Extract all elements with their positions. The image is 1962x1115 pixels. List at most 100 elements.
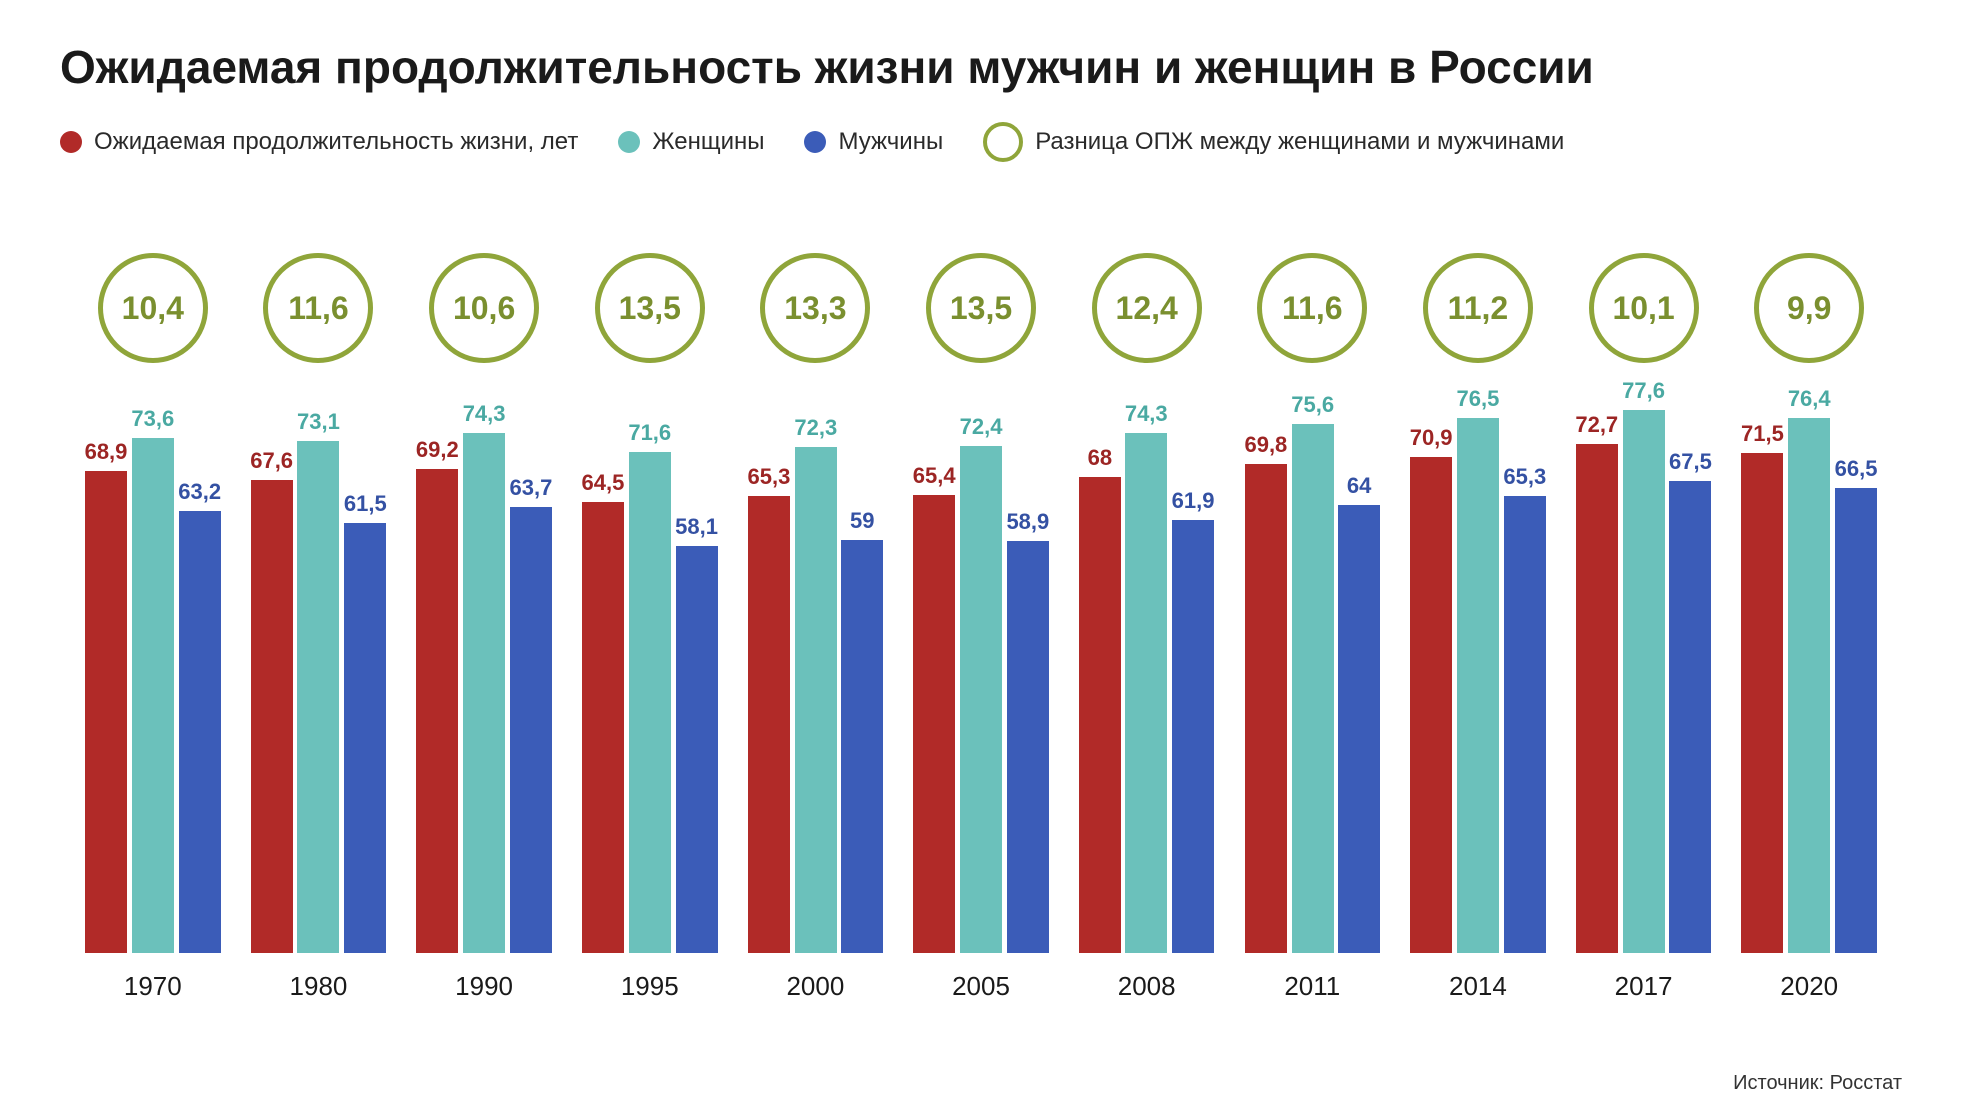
bar-men-label: 63,7 — [510, 475, 553, 501]
bar-men-wrap: 61,9 — [1172, 488, 1215, 953]
bar-men-wrap: 64 — [1338, 473, 1380, 953]
bar-women-wrap: 72,3 — [794, 415, 837, 953]
bar-total-label: 72,7 — [1575, 412, 1618, 438]
bar-women-wrap: 73,1 — [297, 409, 340, 953]
bar-women-label: 73,1 — [297, 409, 340, 435]
bar-men-wrap: 67,5 — [1669, 449, 1712, 954]
bar-total — [748, 496, 790, 953]
bar-women — [960, 446, 1002, 953]
year-group: 10,468,973,663,21970 — [70, 253, 236, 1002]
bar-total-label: 65,4 — [913, 463, 956, 489]
year-label: 2005 — [952, 971, 1010, 1002]
legend-item-women: Женщины — [618, 128, 764, 156]
bar-men-label: 58,9 — [1006, 509, 1049, 535]
bar-women-wrap: 76,5 — [1457, 386, 1500, 954]
year-group: 11,669,875,6642011 — [1229, 253, 1395, 1002]
gap-badge: 10,1 — [1589, 253, 1699, 363]
bar-women-label: 74,3 — [463, 401, 506, 427]
bar-men-label: 58,1 — [675, 514, 718, 540]
bar-total-label: 65,3 — [748, 464, 791, 490]
bar-women-wrap: 73,6 — [131, 406, 174, 953]
bar-men-wrap: 58,9 — [1006, 509, 1049, 953]
bar-women — [1623, 410, 1665, 953]
bar-men — [1007, 541, 1049, 953]
bar-total-wrap: 64,5 — [582, 470, 625, 954]
year-label: 1995 — [621, 971, 679, 1002]
bar-men — [344, 523, 386, 954]
bar-triplet: 64,571,658,1 — [582, 393, 718, 953]
bar-triplet: 68,973,663,2 — [85, 393, 221, 953]
year-label: 1990 — [455, 971, 513, 1002]
legend-label-total: Ожидаемая продолжительность жизни, лет — [94, 128, 578, 156]
bar-total — [1741, 453, 1783, 954]
bar-men-wrap: 63,2 — [178, 479, 221, 953]
bar-men-label: 65,3 — [1503, 464, 1546, 490]
bar-women-label: 75,6 — [1291, 392, 1334, 418]
bar-triplet: 65,472,4 58,9 — [913, 393, 1049, 953]
bar-men-wrap: 66,5 — [1835, 456, 1878, 954]
bar-total-label: 64,5 — [582, 470, 625, 496]
bar-men — [510, 507, 552, 953]
year-group: 13,5 65,472,4 58,9 2005 — [898, 253, 1064, 1002]
source-credit: Источник: Росстат — [1733, 1072, 1902, 1095]
bar-total — [913, 495, 955, 953]
year-group: 11,270,976,565,32014 — [1395, 253, 1561, 1002]
bar-total-wrap: 65,4 — [913, 463, 956, 953]
bar-women — [463, 433, 505, 953]
bar-total-wrap: 72,7 — [1575, 412, 1618, 953]
legend-label-women: Женщины — [652, 128, 764, 156]
bar-total-label: 67,6 — [250, 448, 293, 474]
bar-total-label: 71,5 — [1741, 421, 1784, 447]
legend: Ожидаемая продолжительность жизни, лет Ж… — [60, 122, 1902, 162]
legend-label-gap: Разница ОПЖ между женщинами и мужчинами — [1035, 128, 1564, 156]
year-label: 1970 — [124, 971, 182, 1002]
gap-badge: 11,6 — [263, 253, 373, 363]
bar-men-label: 63,2 — [178, 479, 221, 505]
bar-women-label: 72,4 — [960, 414, 1003, 440]
bar-women-label: 76,5 — [1457, 386, 1500, 412]
year-group: 13,5 64,571,658,1 1995 — [567, 253, 733, 1002]
gap-badge: 13,5 — [926, 253, 1036, 363]
bar-women — [1457, 418, 1499, 954]
bar-women-label: 76,4 — [1788, 386, 1831, 412]
bar-women-wrap: 72,4 — [960, 414, 1003, 953]
bar-women-wrap: 77,6 — [1622, 378, 1665, 953]
bar-men-wrap: 63,7 — [510, 475, 553, 953]
year-label: 2008 — [1118, 971, 1176, 1002]
bar-total — [1245, 464, 1287, 953]
bar-women-label: 77,6 — [1622, 378, 1665, 404]
bar-men-wrap: 58,1 — [675, 514, 718, 953]
gap-badge: 13,5 — [595, 253, 705, 363]
bar-triplet: 69,875,6 64 — [1244, 393, 1380, 953]
year-label: 1980 — [290, 971, 348, 1002]
bar-total-wrap: 69,8 — [1244, 432, 1287, 953]
gap-badge: 13,3 — [760, 253, 870, 363]
bar-triplet: 6874,361,9 — [1079, 393, 1215, 953]
bar-men — [1338, 505, 1380, 953]
bar-total-label: 68 — [1088, 445, 1112, 471]
bar-total-wrap: 67,6 — [250, 448, 293, 953]
bar-women-wrap: 71,6 — [628, 420, 671, 953]
bar-triplet: 69,274,3 63,7 — [416, 393, 552, 953]
bar-women — [629, 452, 671, 953]
bar-total-label: 69,2 — [416, 437, 459, 463]
year-label: 2000 — [786, 971, 844, 1002]
bar-total-wrap: 70,9 — [1410, 425, 1453, 953]
bar-total-wrap: 68,9 — [85, 439, 128, 953]
bar-women-wrap: 75,6 — [1291, 392, 1334, 953]
year-group: 11,6 67,673,1 61,5 1980 — [236, 253, 402, 1002]
bar-men — [1669, 481, 1711, 954]
bar-women — [1788, 418, 1830, 953]
gap-badge: 9,9 — [1754, 253, 1864, 363]
bar-total — [1576, 444, 1618, 953]
bar-men — [676, 546, 718, 953]
bar-triplet: 70,976,565,3 — [1410, 393, 1546, 953]
bar-men-label: 59 — [850, 508, 874, 534]
bar-triplet: 67,673,1 61,5 — [250, 393, 386, 953]
bar-triplet: 71,576,466,5 — [1741, 393, 1877, 953]
legend-ring-icon — [983, 122, 1023, 162]
bar-men — [1504, 496, 1546, 953]
bar-men-wrap: 61,5 — [344, 491, 387, 954]
legend-item-total: Ожидаемая продолжительность жизни, лет — [60, 128, 578, 156]
legend-dot-total-icon — [60, 131, 82, 153]
